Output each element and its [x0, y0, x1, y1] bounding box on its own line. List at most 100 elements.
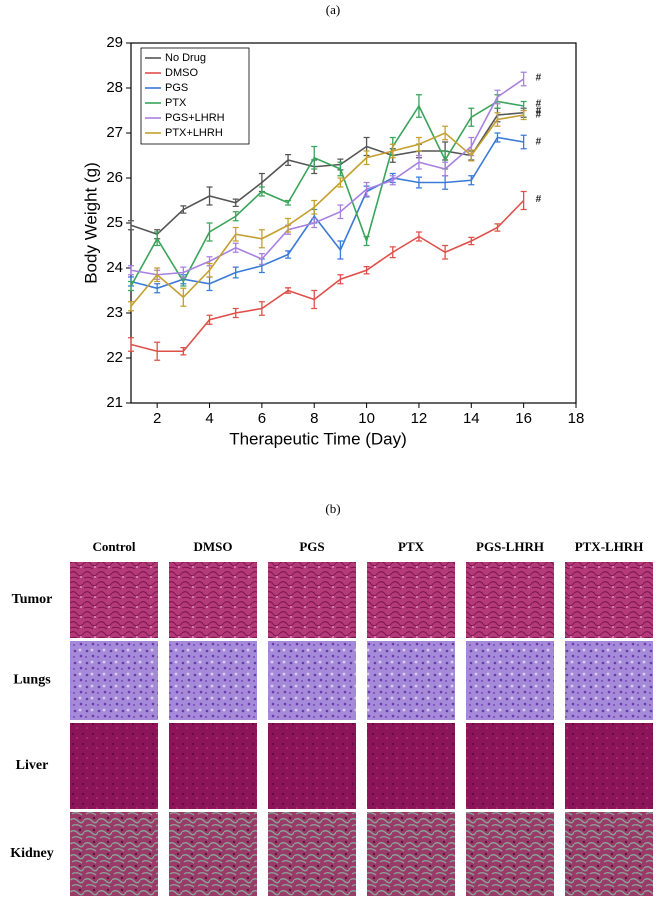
error-bar — [128, 265, 134, 276]
x-tick-label: 16 — [515, 410, 532, 427]
histology-image — [565, 641, 653, 720]
x-tick-label: 14 — [463, 410, 480, 427]
histology-image — [565, 562, 653, 638]
row-label: Liver — [16, 758, 49, 773]
error-bar — [389, 143, 396, 159]
histology-image — [367, 723, 455, 809]
error-bar — [494, 223, 501, 232]
histology-image — [367, 562, 455, 638]
error-bar — [180, 205, 187, 214]
error-bar — [363, 150, 370, 166]
histology-image — [565, 723, 653, 809]
error-bar — [232, 211, 239, 222]
x-tick-label: 12 — [411, 410, 428, 427]
significance-mark: # — [536, 73, 542, 84]
significance-mark: # — [536, 99, 542, 110]
series-line — [130, 199, 525, 353]
error-bar — [389, 246, 396, 259]
significance-mark: # — [536, 194, 542, 205]
y-tick-label: 22 — [106, 349, 123, 366]
error-bar — [232, 266, 239, 279]
error-bar — [415, 136, 422, 152]
panel-label: (b) — [325, 501, 340, 516]
error-bar — [442, 244, 449, 260]
histology-image — [70, 812, 158, 896]
series-line — [130, 111, 524, 236]
error-bar — [206, 314, 213, 325]
row-label: Tumor — [12, 592, 53, 607]
error-bar — [258, 186, 265, 197]
panel-label: (a) — [326, 2, 340, 17]
significance-mark: # — [536, 110, 542, 121]
error-bar — [258, 252, 265, 266]
error-bar — [311, 289, 318, 310]
error-bar — [206, 186, 213, 206]
error-bar — [180, 347, 187, 356]
error-bar — [258, 301, 265, 316]
series-line — [130, 136, 524, 290]
x-tick-label: 8 — [310, 410, 318, 427]
y-axis-label: Body Weight (g) — [81, 162, 100, 284]
error-bar — [494, 132, 501, 143]
histology-image — [466, 562, 554, 638]
error-bar — [363, 266, 370, 275]
legend-label: PGS — [165, 82, 188, 94]
histology-image — [466, 723, 554, 809]
error-bar — [232, 198, 239, 207]
legend-label: No Drug — [165, 52, 206, 64]
x-tick-label: 10 — [358, 410, 375, 427]
error-bar — [285, 250, 292, 259]
error-bar — [180, 266, 187, 279]
histology-image — [169, 723, 257, 809]
error-bar — [520, 190, 527, 211]
error-bar — [128, 280, 134, 292]
histology-image — [169, 812, 257, 896]
error-bar — [206, 262, 213, 278]
error-bar — [337, 240, 344, 260]
error-bar — [415, 154, 422, 170]
histology-image — [70, 723, 158, 809]
error-bar — [442, 161, 449, 177]
legend-label: DMSO — [165, 67, 198, 79]
x-tick-label: 4 — [205, 410, 213, 427]
column-header: PGS — [299, 539, 324, 554]
error-bar — [520, 109, 527, 121]
significance-mark: # — [536, 137, 542, 148]
y-tick-label: 28 — [106, 79, 123, 96]
histology-image — [367, 641, 455, 720]
error-bar — [128, 337, 134, 352]
histology-image — [70, 562, 158, 638]
error-bar — [285, 199, 292, 206]
x-tick-label: 18 — [568, 410, 585, 427]
legend-box — [140, 47, 250, 145]
error-bar — [337, 274, 344, 285]
x-tick-label: 6 — [258, 410, 266, 427]
column-header: Control — [92, 539, 135, 554]
y-tick-label: 26 — [106, 169, 123, 186]
error-bar — [232, 242, 239, 253]
legend-label: PTX+LHRH — [165, 127, 223, 139]
histology-image — [70, 641, 158, 720]
column-header: PGS-LHRH — [476, 539, 544, 554]
histology-image — [268, 723, 356, 809]
error-bar — [520, 134, 527, 150]
error-bar — [154, 283, 161, 294]
y-tick-label: 24 — [106, 259, 123, 276]
error-bar — [415, 94, 422, 118]
error-bar — [415, 231, 422, 242]
error-bar — [128, 301, 134, 312]
histology-image — [466, 812, 554, 896]
series-line — [130, 100, 524, 287]
column-header: DMSO — [194, 539, 233, 554]
error-bar — [468, 107, 475, 127]
y-tick-label: 23 — [106, 304, 123, 321]
error-bar — [154, 231, 161, 247]
column-header: PTX — [398, 539, 425, 554]
significance-mark: # — [536, 105, 542, 116]
column-header: PTX-LHRH — [575, 539, 644, 554]
error-bar — [389, 175, 396, 186]
histology-image — [466, 641, 554, 720]
error-bar — [154, 267, 161, 283]
